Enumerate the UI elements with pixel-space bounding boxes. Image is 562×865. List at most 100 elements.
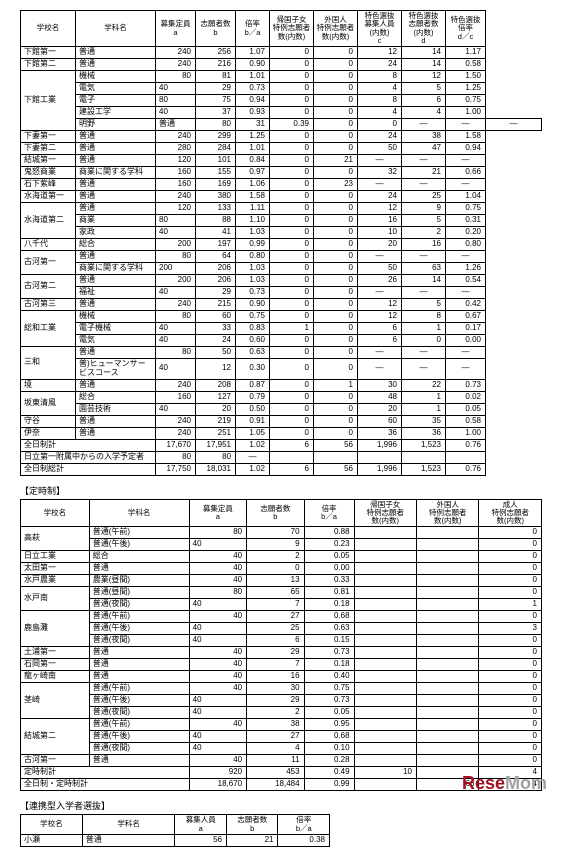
cell: 40 [189, 683, 246, 695]
cell: 1.25 [446, 83, 486, 95]
cell: 守谷 [21, 415, 76, 427]
cell: 208 [196, 379, 236, 391]
cell: 81 [196, 71, 236, 83]
cell: 26 [358, 275, 402, 287]
cell: — [446, 287, 486, 299]
cell: 0.00 [446, 335, 486, 347]
cell: 0 [270, 167, 314, 179]
cell: 電気 [76, 83, 156, 95]
cell: 88 [196, 215, 236, 227]
cell: 機械 [76, 311, 156, 323]
cell: 土浦第一 [21, 647, 90, 659]
cell: 169 [196, 179, 236, 191]
cell: 60 [196, 311, 236, 323]
cell: 12 [196, 359, 236, 380]
cell: 鹿島灘 [21, 611, 90, 647]
cell: 0 [314, 203, 358, 215]
col-header: 志願者数b [196, 11, 236, 47]
cell: 65 [247, 587, 304, 599]
cell: 40 [189, 659, 246, 671]
cell [354, 539, 416, 551]
cell: 80 [156, 347, 196, 359]
cell [417, 647, 479, 659]
col-header: 特色選抜志願者数(内数)d [402, 11, 446, 47]
cell: 家政 [76, 227, 156, 239]
cell: 0.76 [446, 463, 486, 475]
cell: 1 [270, 323, 314, 335]
cell: 0 [479, 743, 542, 755]
cell: 0 [314, 143, 358, 155]
cell: 17,951 [196, 439, 236, 451]
cell: — [446, 251, 486, 263]
cell: 40 [156, 323, 196, 335]
cell: 水戸南 [21, 587, 90, 611]
cell: 0 [479, 707, 542, 719]
cell: 14 [402, 59, 446, 71]
cell: 坂東清風 [21, 391, 76, 415]
cell: 全日制計 [21, 439, 156, 451]
cell: 普通(昼間) [89, 587, 189, 599]
cell: 50 [358, 263, 402, 275]
cell: 結城第二 [21, 719, 90, 755]
cell: 18,670 [189, 779, 246, 791]
cell: 普通 [76, 191, 156, 203]
cell: 27 [247, 611, 304, 623]
cell: 36 [402, 427, 446, 439]
cell: 0 [479, 563, 542, 575]
cell [354, 623, 416, 635]
cell: 40 [189, 599, 246, 611]
cell: 5 [402, 215, 446, 227]
cell: 23 [314, 179, 358, 191]
cell: 155 [196, 167, 236, 179]
cell: 0.94 [446, 143, 486, 155]
cell: 普通(午後) [89, 539, 189, 551]
cell: 0 [479, 671, 542, 683]
cell: 8 [358, 95, 402, 107]
col-header: 倍率b／a [236, 11, 270, 47]
cell: 0 [479, 683, 542, 695]
cell: 0 [479, 755, 542, 767]
cell: 0.73 [304, 695, 354, 707]
cell: 6 [358, 335, 402, 347]
cell: 普通(夜間) [89, 599, 189, 611]
cell: 結城第一 [21, 155, 76, 167]
cell: 7 [247, 659, 304, 671]
cell: 1.25 [236, 131, 270, 143]
cell: 0 [479, 551, 542, 563]
cell: 下妻第一 [21, 131, 76, 143]
cell: 普通(夜間) [89, 635, 189, 647]
cell [417, 671, 479, 683]
cell: 40 [189, 755, 246, 767]
cell: 0 [479, 659, 542, 671]
cell: 0.63 [236, 347, 270, 359]
cell: 普通 [89, 755, 189, 767]
cell: 47 [402, 143, 446, 155]
cell [354, 671, 416, 683]
cell: 17,750 [156, 463, 196, 475]
cell [354, 695, 416, 707]
cell: 50 [358, 143, 402, 155]
col-header: 特色選抜倍率d／c [446, 11, 486, 47]
cell: 0.73 [304, 647, 354, 659]
cell: 22 [402, 379, 446, 391]
cell: 40 [156, 227, 196, 239]
cell: 普通 [76, 47, 156, 59]
cell: 商業 [76, 215, 156, 227]
cell: 0.67 [446, 311, 486, 323]
cell: 0 [270, 359, 314, 380]
cell: 0.68 [304, 731, 354, 743]
cell: 48 [358, 391, 402, 403]
cell: 0 [314, 275, 358, 287]
cell: 0.50 [236, 403, 270, 415]
cell [270, 451, 314, 463]
cell: 80 [156, 71, 196, 83]
cell: 16 [247, 671, 304, 683]
cell [417, 659, 479, 671]
cell: 0.75 [236, 311, 270, 323]
cell: 21 [314, 155, 358, 167]
col-header: 学科名 [82, 815, 175, 835]
cell [417, 599, 479, 611]
cell [354, 575, 416, 587]
cell: 0 [270, 191, 314, 203]
col-header: 志願者数b [226, 815, 278, 835]
